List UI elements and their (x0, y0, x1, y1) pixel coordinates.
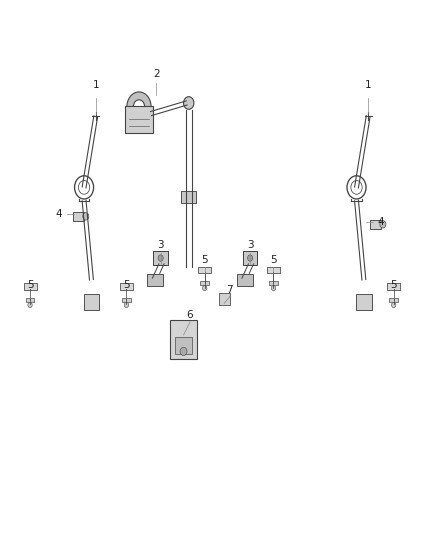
Circle shape (247, 255, 253, 261)
Circle shape (158, 255, 163, 261)
Circle shape (28, 302, 32, 308)
FancyBboxPatch shape (147, 274, 163, 286)
Text: 3: 3 (157, 240, 164, 251)
FancyBboxPatch shape (389, 298, 398, 302)
Text: 5: 5 (270, 255, 277, 265)
FancyBboxPatch shape (120, 284, 133, 290)
FancyBboxPatch shape (24, 284, 36, 290)
Text: 4: 4 (377, 217, 384, 227)
Text: 5: 5 (123, 280, 130, 290)
Wedge shape (127, 92, 151, 107)
Circle shape (180, 347, 187, 356)
FancyBboxPatch shape (267, 266, 280, 273)
FancyBboxPatch shape (356, 294, 372, 310)
FancyBboxPatch shape (387, 284, 400, 290)
FancyBboxPatch shape (170, 320, 197, 359)
Circle shape (271, 286, 276, 291)
FancyBboxPatch shape (219, 293, 230, 305)
Circle shape (380, 221, 386, 228)
Circle shape (83, 213, 89, 220)
FancyBboxPatch shape (370, 220, 381, 229)
Circle shape (392, 302, 396, 308)
Text: 6: 6 (187, 310, 193, 320)
FancyBboxPatch shape (153, 251, 168, 265)
FancyBboxPatch shape (26, 298, 34, 302)
FancyBboxPatch shape (269, 281, 278, 285)
FancyBboxPatch shape (198, 266, 211, 273)
Circle shape (184, 96, 194, 109)
Text: 7: 7 (226, 285, 233, 295)
FancyBboxPatch shape (201, 281, 209, 285)
FancyBboxPatch shape (125, 106, 153, 133)
Text: 5: 5 (201, 255, 208, 265)
Text: 1: 1 (365, 79, 371, 90)
Text: 5: 5 (27, 280, 33, 290)
FancyBboxPatch shape (237, 274, 253, 286)
Circle shape (124, 302, 129, 308)
FancyBboxPatch shape (84, 294, 99, 310)
Text: 1: 1 (92, 79, 99, 90)
FancyBboxPatch shape (122, 298, 131, 302)
FancyBboxPatch shape (243, 251, 258, 265)
Circle shape (202, 286, 207, 291)
Text: 2: 2 (153, 69, 159, 79)
FancyBboxPatch shape (181, 191, 196, 203)
Text: 3: 3 (247, 240, 254, 251)
Text: 5: 5 (390, 280, 397, 290)
Text: 4: 4 (56, 209, 62, 219)
FancyBboxPatch shape (73, 212, 84, 221)
FancyBboxPatch shape (175, 337, 192, 354)
